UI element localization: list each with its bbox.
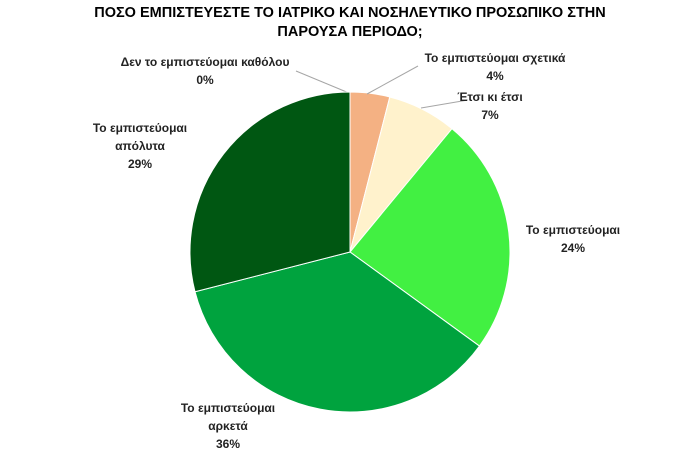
pie-slice	[194, 251, 481, 413]
data-label: Το εμπιστεύομαι 24%	[508, 221, 638, 257]
leader-line	[366, 65, 419, 95]
category-label: Το εμπιστεύομαι σχετικά	[424, 51, 566, 65]
data-label: Το εμπιστεύομαι σχετικά 4%	[405, 49, 585, 85]
category-label: Το εμπιστεύομαι	[525, 223, 621, 237]
category-label: Δεν το εμπιστεύομαι καθόλου	[120, 55, 290, 69]
value-label: 7%	[481, 108, 499, 122]
value-label: 0%	[196, 73, 214, 87]
chart-title: ΠΟΣΟ ΕΜΠΙΣΤΕΥΕΣΤΕ ΤΟ ΙΑΤΡΙΚΟ ΚΑΙ ΝΟΣΗΛΕΥ…	[94, 5, 606, 40]
value-label: 36%	[215, 437, 241, 450]
pie-slice	[349, 128, 511, 347]
data-label: Το εμπιστεύομαι αρκετά 36%	[173, 399, 283, 450]
leader-line	[420, 99, 469, 109]
value-label: 29%	[127, 157, 153, 171]
value-label: 24%	[560, 241, 586, 255]
category-label: Το εμπιστεύομαι αρκετά	[180, 401, 276, 433]
value-label: 4%	[486, 69, 504, 83]
category-label: Το εμπιστεύομαι απόλυτα	[92, 121, 188, 153]
category-label: Έτσι κι έτσι	[457, 90, 523, 104]
data-label: Δεν το εμπιστεύομαι καθόλου 0%	[95, 53, 315, 89]
pie-slice	[189, 91, 351, 293]
data-label: Έτσι κι έτσι 7%	[430, 88, 550, 124]
data-label: Το εμπιστεύομαι απόλυτα 29%	[85, 119, 195, 173]
leader-line	[295, 70, 350, 94]
